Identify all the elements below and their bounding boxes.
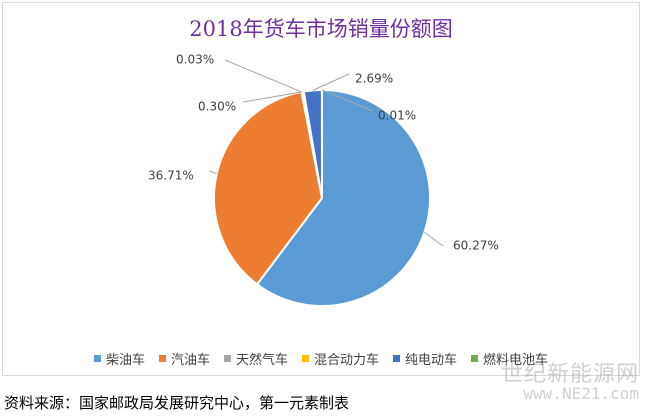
legend-swatch-4 [302,355,309,362]
leader-line-5 [312,73,350,91]
legend-label-1: 柴油车 [105,353,145,368]
source-note: 资料来源：国家邮政局发展研究中心，第一元素制表 [4,394,350,412]
legend-swatch-6 [471,355,479,362]
leader-line-2 [208,170,217,175]
data-label-2: 36.71% [148,169,194,183]
legend-item-2: 汽油车 [158,349,210,368]
legend-item-3: 天然气车 [223,349,288,368]
leader-line-3 [224,59,302,93]
leader-line-6 [321,89,374,112]
legend-swatch-1 [93,355,101,362]
chart-legend: 柴油车 汽油车 天然气车 混合动力车 纯电动车 燃料电池车 [3,349,639,368]
watermark-url: www.NE21.com [523,384,639,404]
pie-chart: 60.27% 36.71% 0.03% 0.30% 2.69% 0.01% [148,53,499,307]
data-label-6: 0.01% [378,109,416,123]
legend-label-4: 混合动力车 [314,353,380,368]
legend-label-5: 纯电动车 [405,353,458,368]
chart-title: 2018年货车市场销量份额图 [189,17,453,41]
legend-item-1: 柴油车 [93,349,145,368]
chart-frame: 2018年货车市场销量份额图 60.27% 36.71% 0.03% 0.30% 2.6… [2,2,640,376]
data-label-3: 0.03% [176,53,214,67]
leader-line-4 [242,91,303,103]
data-label-5: 2.69% [355,72,393,86]
data-label-4: 0.30% [198,100,236,114]
legend-label-2: 汽油车 [170,353,210,368]
legend-swatch-5 [393,355,401,362]
legend-item-4: 混合动力车 [302,349,379,368]
legend-item-5: 纯电动车 [393,349,457,368]
legend-item-6: 燃料电池车 [471,349,548,368]
legend-label-6: 燃料电池车 [483,353,549,368]
leader-line-1 [424,231,444,247]
watermark-text: 世纪新能源网 [500,362,639,387]
legend-label-3: 天然气车 [235,353,288,368]
legend-swatch-2 [158,355,166,362]
legend-swatch-3 [223,355,231,362]
data-label-1: 60.27% [453,239,499,253]
watermark: 世纪新能源网 www.NE21.com [501,363,639,403]
pie-slice-2 [213,90,324,286]
